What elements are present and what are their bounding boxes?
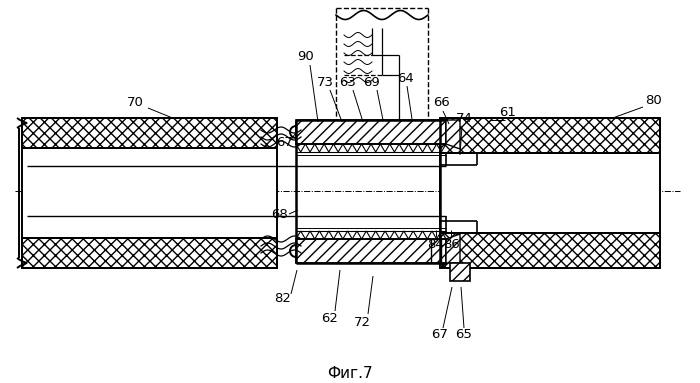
Text: 66: 66 <box>433 97 450 110</box>
Text: 90: 90 <box>297 51 314 64</box>
Bar <box>440 153 660 233</box>
Text: 72: 72 <box>354 316 370 329</box>
Text: 62: 62 <box>321 311 338 324</box>
Text: 80: 80 <box>645 93 662 106</box>
Text: 70: 70 <box>127 97 144 110</box>
Text: 68: 68 <box>272 208 288 221</box>
Bar <box>440 233 660 268</box>
Text: 67: 67 <box>276 136 293 149</box>
Text: 61: 61 <box>500 106 517 119</box>
Text: 82: 82 <box>274 291 291 304</box>
Text: 69: 69 <box>363 75 380 88</box>
Text: Фиг.7: Фиг.7 <box>327 365 373 380</box>
Text: 64: 64 <box>397 72 414 85</box>
Text: 74: 74 <box>456 111 472 124</box>
Bar <box>22 148 277 238</box>
Text: 84: 84 <box>428 237 444 250</box>
Text: 65: 65 <box>456 329 472 342</box>
Bar <box>22 238 277 268</box>
Text: 73: 73 <box>316 75 333 88</box>
Text: 67: 67 <box>432 329 449 342</box>
Bar <box>296 120 446 144</box>
Text: 86: 86 <box>442 237 459 250</box>
Polygon shape <box>446 234 460 263</box>
Bar <box>296 239 446 263</box>
Text: 63: 63 <box>340 75 356 88</box>
Bar <box>22 118 277 148</box>
Bar <box>440 118 660 153</box>
Polygon shape <box>450 263 470 281</box>
Polygon shape <box>446 120 460 149</box>
